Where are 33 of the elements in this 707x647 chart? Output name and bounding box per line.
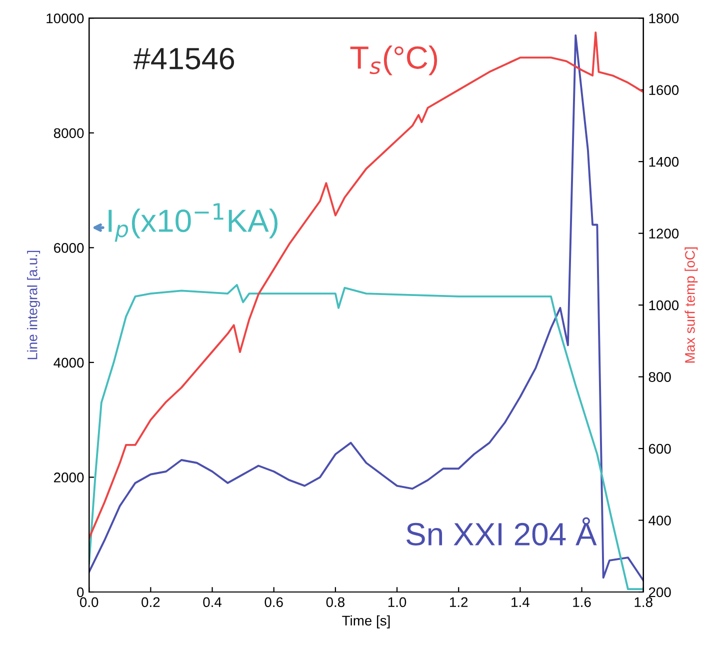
y2-tick-label: 1000 (649, 300, 679, 310)
annotation: #41546 (134, 48, 234, 70)
x-tick-label: 1.2 (450, 597, 468, 607)
x-tick-label: 0.0 (80, 597, 98, 608)
x-tick-label: 0.4 (203, 597, 222, 608)
y2-axis-title: Max surf temp [oC] (684, 247, 698, 363)
y-tick-label: 8000 (54, 128, 84, 138)
y2-tick-label: 1600 (649, 85, 679, 96)
y-axis-title: Line integral [a.u.] (27, 250, 40, 360)
y-tick-label: 6000 (54, 243, 84, 253)
y2-tick-label: 1400 (649, 156, 679, 167)
y-tick-label: 2000 (54, 472, 84, 482)
y2-tick-label: 400 (648, 516, 671, 526)
y-tick-label: 4000 (54, 358, 84, 368)
y2-tick-label: 800 (648, 372, 671, 382)
x-tick-label: 1.0 (388, 597, 406, 608)
x-tick-label: 0.8 (326, 597, 344, 608)
y2-tick-label: 1200 (649, 228, 679, 238)
y2-tick-label: 1800 (649, 13, 679, 24)
y2-tick-label: 200 (648, 587, 671, 598)
x-tick-label: 1.8 (634, 597, 652, 608)
line-series (89, 284, 644, 590)
series-label: T$_{s}$(°C) (350, 45, 438, 76)
y-tick-label: 10000 (46, 13, 84, 24)
y-tick-label: 0 (77, 587, 84, 598)
series-label: I$_{p}$(x10$^{−1}$KA) (108, 203, 278, 242)
y2-tick-label: 600 (648, 444, 671, 454)
x-axis-title: Time [s] (342, 615, 390, 628)
x-tick-label: 0.6 (264, 597, 283, 608)
x-tick-label: 1.4 (512, 597, 530, 607)
x-tick-label: 1.6 (573, 597, 591, 608)
series-label: Sn XXI 204 Å (406, 517, 597, 546)
x-tick-label: 0.2 (142, 597, 160, 608)
